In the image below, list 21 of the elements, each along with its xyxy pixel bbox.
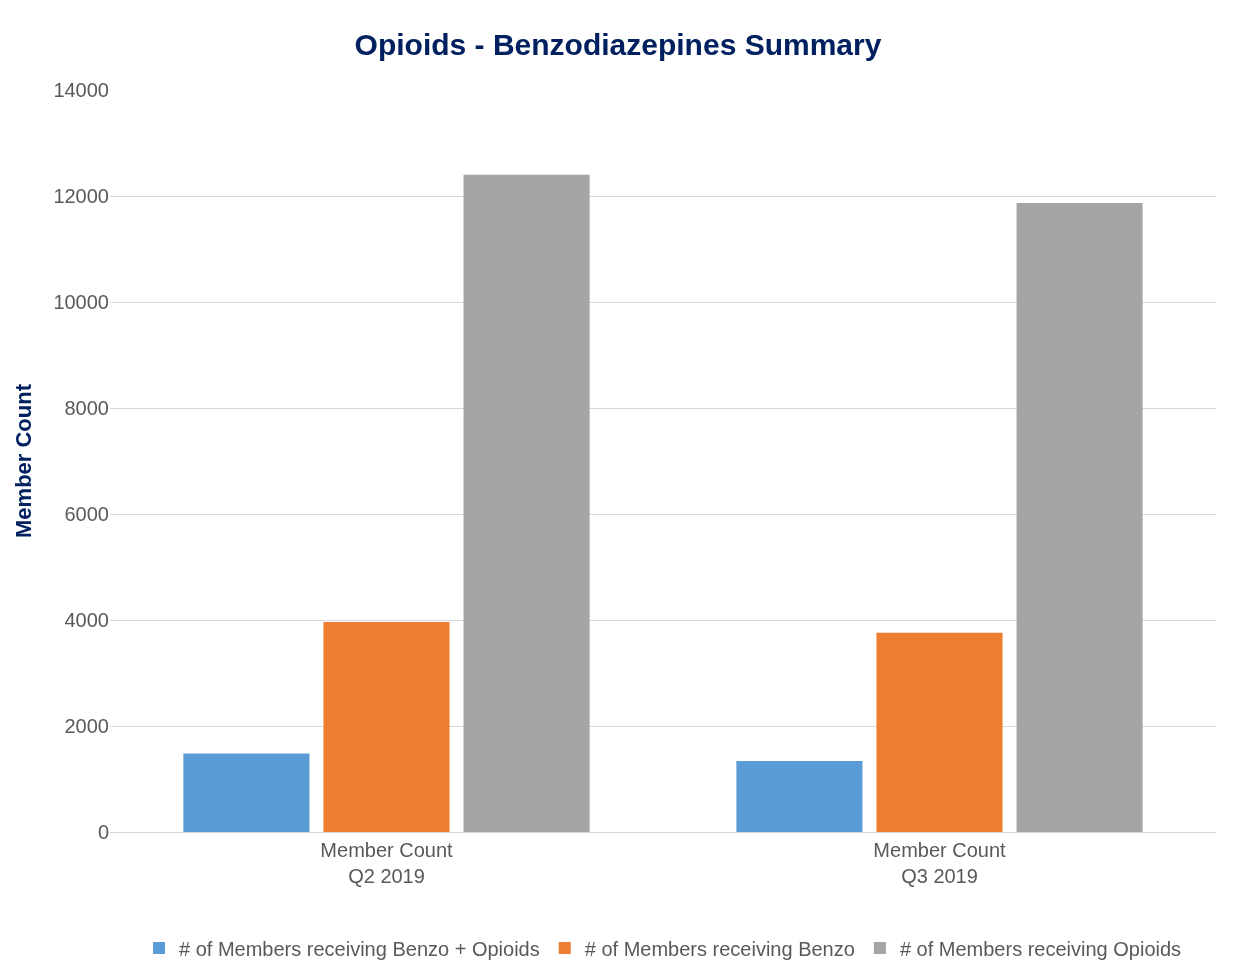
- y-tick-label: 12000: [53, 185, 109, 207]
- y-tick-label: 6000: [64, 503, 109, 525]
- x-tick-label: Member Count Q3 2019: [873, 839, 1007, 887]
- legend-label: # of Members receiving Benzo + Opioids: [179, 937, 540, 960]
- legend-label: # of Members receiving Opioids: [899, 937, 1182, 960]
- bar: [736, 760, 863, 832]
- bar: [1016, 202, 1143, 832]
- y-tick-label: 0: [97, 821, 109, 843]
- chart-title: Opioids - Benzodiazepines Summary: [354, 28, 882, 62]
- y-tick-label: 4000: [64, 609, 109, 631]
- y-tick-label: 10000: [53, 291, 109, 313]
- y-tick-label: 8000: [64, 397, 109, 419]
- bar: [323, 622, 450, 832]
- legend-label: # of Members receiving Benzo: [584, 937, 855, 960]
- y-axis-title: Member Count: [11, 383, 37, 538]
- x-tick-label: Member Count Q2 2019: [320, 839, 454, 887]
- bar: [183, 753, 310, 832]
- y-tick-label: 14000: [53, 79, 109, 101]
- bar: [463, 174, 590, 832]
- y-tick-label: 2000: [64, 715, 109, 737]
- bar: [876, 632, 1003, 832]
